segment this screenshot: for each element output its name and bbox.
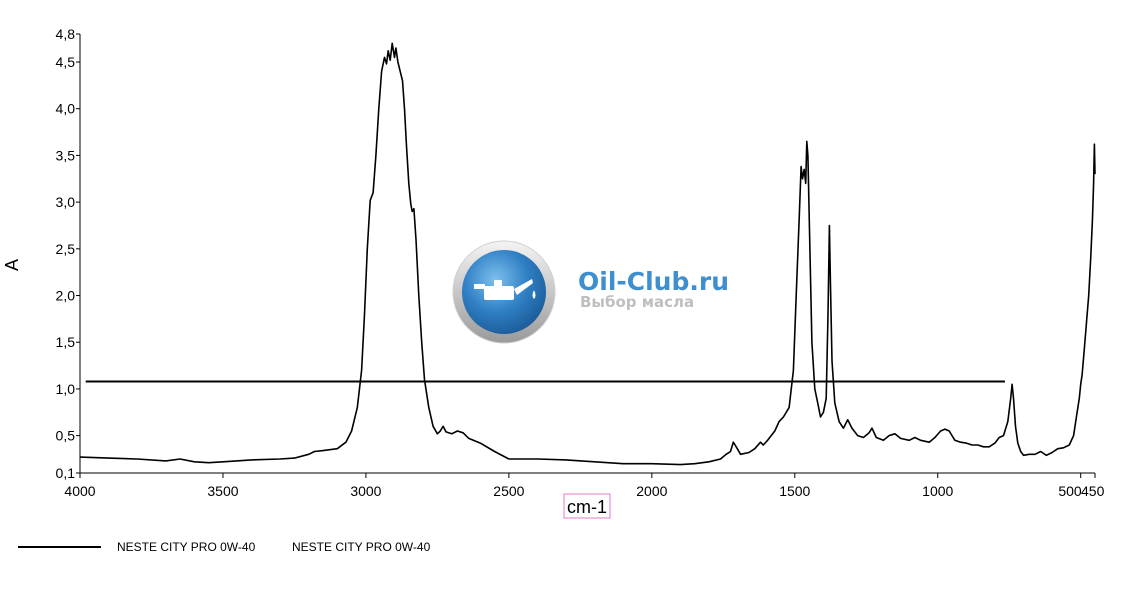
y-tick-label: 1,5 [56, 334, 76, 350]
y-tick-label: 0,1 [56, 465, 76, 481]
y-tick-label: 4,0 [56, 101, 76, 117]
x-tick-label: 450 [1081, 483, 1105, 499]
y-axis-title: A [2, 259, 22, 271]
x-ticks: 4000 3500 3000 2500 2000 1500 1000 500 450 [64, 473, 1105, 499]
oil-can-icon [474, 279, 536, 300]
x-axis-title: cm-1 [567, 497, 607, 517]
x-tick-label: 4000 [64, 483, 95, 499]
legend: NESTE CITY PRO 0W-40 NESTE CITY PRO 0W-4… [18, 540, 431, 554]
watermark: Oil-Club.ru Выбор масла [452, 240, 729, 344]
legend-entry-1: NESTE CITY PRO 0W-40 [117, 540, 256, 554]
x-tick-label: 1500 [779, 483, 810, 499]
y-tick-label: 4,8 [56, 26, 76, 42]
legend-entry-2: NESTE CITY PRO 0W-40 [292, 540, 431, 554]
x-tick-label: 3000 [350, 483, 381, 499]
y-tick-label: 2,5 [56, 241, 76, 257]
x-tick-label: 2500 [493, 483, 524, 499]
y-tick-label: 0,5 [56, 428, 76, 444]
x-tick-label: 3500 [207, 483, 238, 499]
y-tick-label: 3,5 [56, 147, 76, 163]
x-tick-label: 2000 [636, 483, 667, 499]
y-tick-label: 2,0 [56, 288, 76, 304]
y-ticks: 0,1 0,5 1,0 1,5 2,0 2,5 3,0 3,5 4,0 4,5 4,8 [56, 26, 80, 481]
x-tick-label: 500 [1058, 483, 1082, 499]
y-tick-label: 1,0 [56, 381, 76, 397]
watermark-subtitle: Выбор масла [580, 293, 694, 311]
y-tick-label: 3,0 [56, 194, 76, 210]
x-axis-title-box [563, 493, 611, 519]
series-line-neste-city-pro [79, 42, 1096, 466]
watermark-title: Oil-Club.ru [578, 267, 729, 296]
y-tick-label: 4,5 [56, 54, 76, 70]
x-tick-label: 1000 [922, 483, 953, 499]
